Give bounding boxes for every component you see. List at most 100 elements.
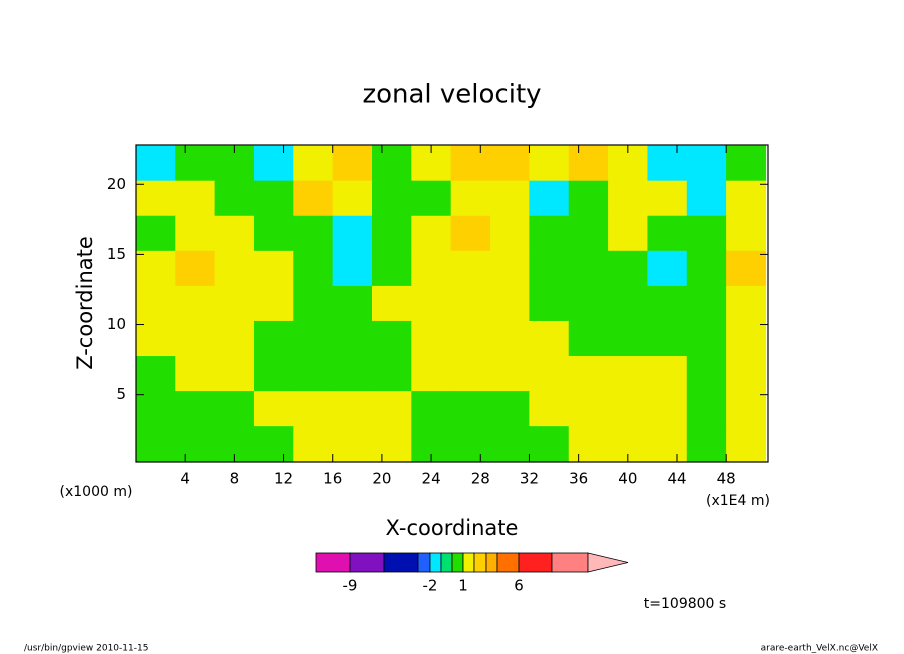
contour-cell (450, 356, 491, 392)
contour-cell (608, 180, 649, 217)
contour-cell (726, 145, 767, 182)
x-axis-label: X-coordinate (386, 516, 519, 540)
contour-cell (372, 145, 413, 182)
y-unit-label: (x1000 m) (60, 484, 133, 500)
contour-cell (293, 356, 334, 392)
contour-cell (214, 391, 255, 427)
contour-cell (372, 356, 413, 392)
contour-cell (450, 391, 491, 427)
contour-cell (529, 391, 570, 427)
y-tick-label: 10 (107, 315, 126, 333)
time-label: t=109800 s (644, 596, 726, 612)
contour-cell (372, 320, 413, 357)
contour-cell (175, 356, 216, 392)
contour-cell (568, 145, 609, 182)
y-tick-label: 20 (107, 175, 126, 193)
colorbar-box (451, 552, 464, 573)
x-tick-label: 12 (274, 470, 293, 488)
x-tick-label: 28 (471, 470, 490, 488)
colorbar-box (518, 552, 553, 573)
contour-cell (253, 426, 294, 462)
contour-cell (568, 180, 609, 217)
contour-cell (214, 320, 255, 357)
contour-cell (411, 180, 452, 217)
contour-cell (726, 426, 767, 462)
contour-cell (293, 391, 334, 427)
contour-cell (647, 145, 688, 182)
contour-cell (214, 285, 255, 322)
contour-cell (450, 426, 491, 462)
contour-cell (332, 215, 373, 252)
contour-cell (608, 250, 649, 287)
colorbar-box (551, 552, 589, 573)
contour-cell (253, 285, 294, 322)
colorbar-arrow (587, 552, 629, 573)
contour-cell (411, 215, 452, 252)
contour-cell (450, 250, 491, 287)
contour-cell (332, 356, 373, 392)
contour-cell (214, 250, 255, 287)
contour-cell (686, 356, 727, 392)
contour-cell (175, 426, 216, 462)
colorbar-tick-label: -2 (423, 577, 438, 595)
colorbar-box (496, 552, 520, 573)
contour-cell (686, 145, 727, 182)
contour-cell (490, 180, 531, 217)
x-unit-label: (x1E4 m) (706, 493, 770, 509)
colorbar-box (462, 552, 475, 573)
x-tick-label: 40 (618, 470, 637, 488)
contour-cell (647, 391, 688, 427)
contour-cell (490, 285, 531, 322)
contour-cell (450, 180, 491, 217)
contour-cell (529, 426, 570, 462)
contour-cell (450, 145, 491, 182)
contour-cell (647, 250, 688, 287)
contour-cell (568, 285, 609, 322)
contour-cell (135, 426, 176, 462)
contour-cell (175, 180, 216, 217)
contour-cell (726, 250, 767, 287)
contour-cell (647, 285, 688, 322)
footer-right: arare-earth_VelX.nc@VelX (761, 644, 878, 654)
contour-cell (293, 426, 334, 462)
contour-cell (726, 391, 767, 427)
contour-cell (135, 215, 176, 252)
contour-cell (647, 215, 688, 252)
colorbar-tick-label: -9 (343, 577, 358, 595)
plot-frame (135, 144, 769, 463)
contour-cell (253, 215, 294, 252)
contour-cell (568, 320, 609, 357)
contour-cell (608, 356, 649, 392)
contour-cell (411, 391, 452, 427)
contour-cell (411, 356, 452, 392)
contour-cell (214, 180, 255, 217)
contour-cell (647, 320, 688, 357)
contour-cell (372, 285, 413, 322)
colorbar-box (383, 552, 419, 573)
contour-cell (372, 391, 413, 427)
colorbar-box (485, 552, 498, 573)
contour-cell (332, 145, 373, 182)
contour-cell (568, 391, 609, 427)
contour-cell (372, 250, 413, 287)
contour-cell (686, 180, 727, 217)
x-tick-label: 16 (323, 470, 342, 488)
contour-cell (135, 320, 176, 357)
contour-cell (332, 250, 373, 287)
contour-cell (293, 320, 334, 357)
contour-cell (332, 426, 373, 462)
contour-cell (608, 391, 649, 427)
contour-cell (686, 426, 727, 462)
contour-cell (490, 320, 531, 357)
contour-cell (411, 250, 452, 287)
contour-cell (490, 145, 531, 182)
contour-cell (135, 391, 176, 427)
x-tick-label: 32 (520, 470, 539, 488)
contour-cell (529, 180, 570, 217)
contour-cell (253, 320, 294, 357)
x-tick-label: 20 (372, 470, 391, 488)
contour-cell (450, 215, 491, 252)
contour-cell (490, 215, 531, 252)
contour-cell (135, 250, 176, 287)
